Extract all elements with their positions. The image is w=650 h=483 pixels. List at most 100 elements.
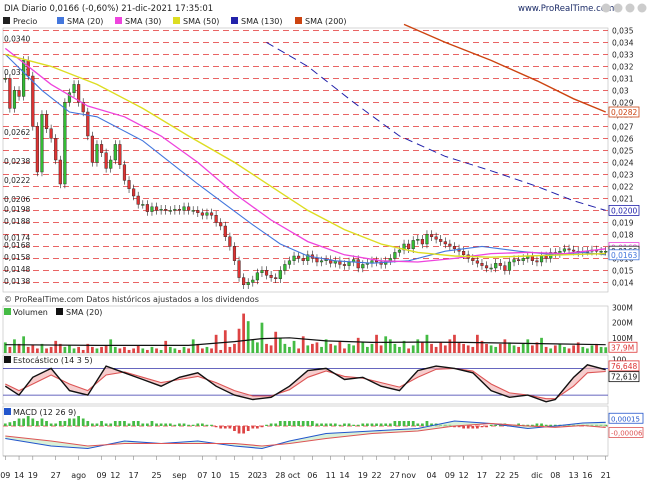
price-candle — [173, 208, 177, 211]
macd-histogram-bar — [366, 423, 369, 426]
x-tick-label: 08 — [550, 471, 560, 480]
price-tick-label: 0,019 — [612, 218, 634, 227]
macd-histogram-bar — [228, 426, 232, 429]
volume-tick-label: 200M — [612, 319, 633, 328]
volume-bar — [168, 346, 172, 353]
volume-bar — [278, 337, 282, 353]
close-icon[interactable] — [637, 3, 647, 13]
macd-histogram-bar — [398, 421, 401, 426]
price-candle — [232, 246, 237, 261]
price-candle — [306, 254, 310, 262]
volume-bar — [49, 346, 53, 353]
volume-bar — [109, 339, 113, 353]
macd-histogram-bar — [407, 421, 410, 426]
price-tick-label: 0,025 — [612, 146, 634, 155]
x-tick-label: ago — [71, 471, 86, 480]
macd-histogram-bar — [517, 423, 520, 426]
legend-label: Precio — [13, 17, 37, 26]
price-candle — [319, 260, 324, 263]
sma130-swatch — [231, 17, 238, 24]
x-tick-label: 04 — [426, 471, 436, 480]
macd-histogram-bar — [150, 421, 154, 426]
volume-bar — [132, 348, 135, 353]
sma200-swatch — [295, 17, 302, 24]
volume-bar — [448, 339, 452, 353]
price-candle — [150, 206, 154, 212]
price-candle — [599, 250, 603, 253]
price-tick-label: 0,035 — [612, 26, 634, 35]
price-candle — [31, 75, 35, 127]
volume-bar — [512, 345, 516, 353]
macd-title: MACD (12 26 9) — [13, 408, 76, 417]
price-candle — [361, 264, 365, 269]
price-candle — [521, 258, 525, 261]
price-candle — [452, 246, 457, 249]
macd-panel[interactable]: MACD (12 26 9) 0,00015 -0,00006 — [2, 405, 644, 457]
macd-plot-area — [2, 405, 609, 457]
price-tick-label: 0,032 — [612, 62, 634, 71]
macd-histogram-bar — [457, 426, 461, 428]
price-candle — [269, 275, 273, 278]
macd-histogram-bar — [274, 423, 278, 426]
macd-histogram-bar — [311, 421, 314, 426]
volume-bar — [301, 336, 305, 353]
sma-line-4 — [266, 41, 606, 211]
x-tick-label: 25 — [151, 471, 161, 480]
macd-histogram-bar — [301, 421, 305, 426]
price-tick-label: 0,015 — [612, 266, 634, 275]
volume-bar — [540, 337, 543, 353]
macd-histogram-bar — [379, 423, 383, 426]
price-candle — [420, 238, 424, 245]
volume-bar — [407, 348, 410, 353]
macd-histogram-bar — [352, 424, 355, 426]
price-level-label: 0,0188 — [4, 217, 30, 226]
price-candle — [251, 279, 255, 283]
macd-histogram-bar — [22, 418, 25, 426]
window-buttons[interactable] — [601, 3, 647, 13]
price-candle — [242, 277, 246, 286]
volume-bar — [517, 346, 520, 353]
price-candle — [122, 164, 127, 181]
macd-histogram-bar — [462, 426, 465, 429]
price-level-label: 0,0174 — [4, 234, 30, 243]
macd-histogram-bar — [233, 426, 236, 431]
volume-bar — [63, 346, 67, 353]
site-label: www.ProRealTime.com — [518, 4, 614, 14]
macd-swatch — [4, 408, 11, 415]
price-candle — [604, 250, 608, 253]
settings-icon[interactable] — [625, 3, 635, 13]
price-plot-area — [2, 27, 609, 293]
price-candle — [196, 210, 200, 213]
macd-histogram-bar — [214, 426, 218, 428]
macd-histogram-bar — [421, 423, 424, 426]
volume-bar — [233, 343, 236, 353]
macd-histogram-bar — [164, 423, 168, 426]
sma20-swatch — [57, 17, 64, 24]
volume-bar — [269, 345, 273, 353]
price-candle — [237, 260, 241, 278]
x-tick-label: 17 — [477, 471, 487, 480]
price-badge-box — [608, 249, 640, 261]
volume-bar — [370, 343, 374, 353]
volume-bar — [58, 343, 62, 353]
macd-histogram-bar — [132, 421, 135, 426]
macd-histogram-bar — [370, 423, 374, 426]
macd-histogram-bar — [283, 421, 287, 426]
macd-histogram-bar — [278, 421, 282, 426]
x-tick-label: 13 — [569, 471, 579, 480]
price-candle — [498, 263, 502, 266]
price-candle — [297, 255, 301, 259]
volume-bar — [196, 343, 200, 353]
macd-histogram-bar — [91, 423, 94, 426]
x-tick-label: 09 — [0, 471, 10, 480]
volume-bar — [457, 342, 461, 353]
volume-bar — [443, 345, 447, 353]
maximize-icon[interactable] — [613, 3, 623, 13]
x-tick-label: 19 — [28, 471, 38, 480]
minimize-icon[interactable] — [601, 3, 611, 13]
price-panel[interactable]: 0,0350,0340,0330,0320,0310,030,0290,0280… — [2, 23, 640, 293]
x-tick-label: 09 — [96, 471, 106, 480]
